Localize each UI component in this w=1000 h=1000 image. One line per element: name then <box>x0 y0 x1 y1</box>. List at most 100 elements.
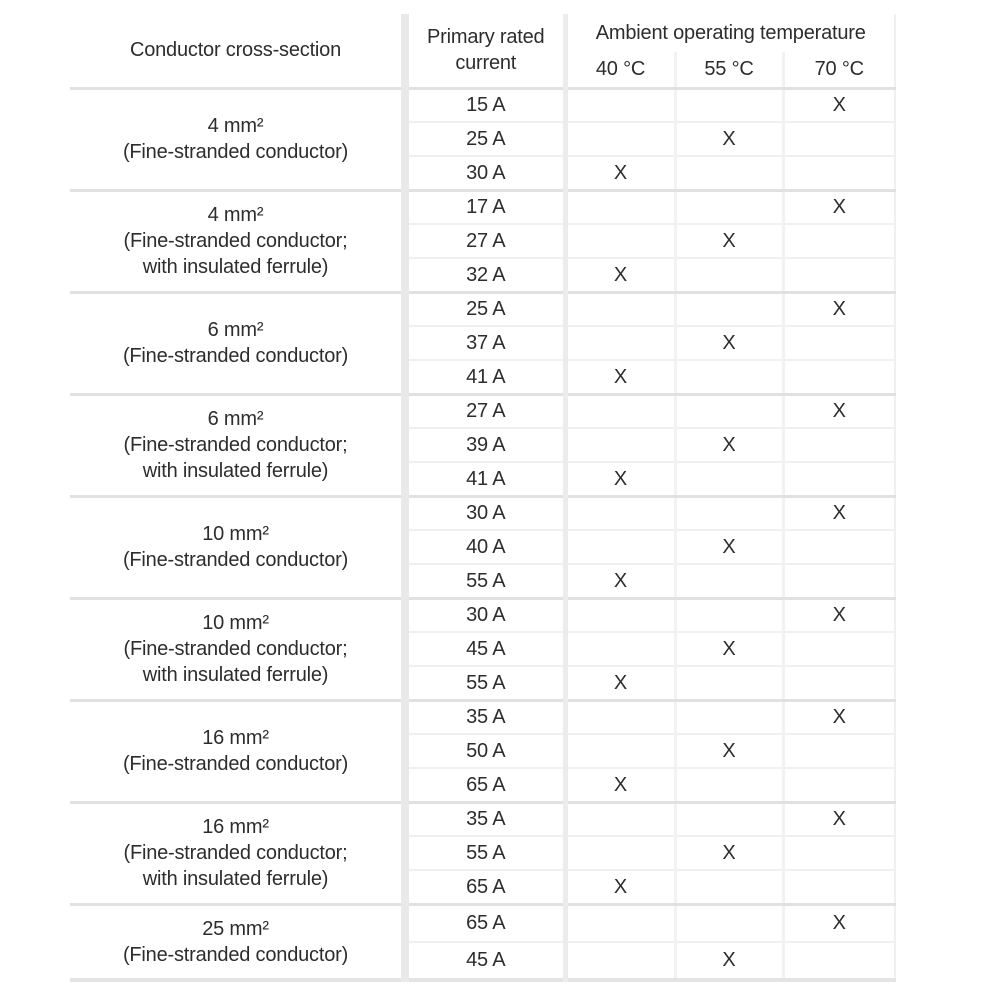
mark-cell-55c: X <box>675 122 785 157</box>
mark-cell-55c <box>675 564 785 600</box>
mark-cell-55c <box>675 496 785 531</box>
mark-cell-40c <box>565 292 677 327</box>
mark-cell-70c: X <box>783 700 896 735</box>
conductor-line: with insulated ferrule) <box>142 664 329 686</box>
conductor-line: (Fine-stranded conductor) <box>122 549 349 571</box>
mark-cell-55c <box>675 904 785 943</box>
mark-cell-70c <box>783 942 896 982</box>
mark-cell-55c <box>675 870 785 906</box>
mark-cell-40c <box>565 428 677 463</box>
conductor-cell: 6 mm² (Fine-stranded conductor) <box>70 292 409 396</box>
mark-cell-70c <box>783 564 896 600</box>
mark-cell-70c <box>783 122 896 157</box>
conductor-cell: 6 mm² (Fine-stranded conductor; with insul… <box>70 394 409 498</box>
header-primary-rated-current: Primary rated current <box>405 14 568 90</box>
mark-cell-40c <box>565 942 677 982</box>
conductor-line: 10 mm² <box>202 612 269 634</box>
mark-cell-70c: X <box>783 496 896 531</box>
table-row: 16 mm² (Fine-stranded conductor; with insu… <box>70 802 896 906</box>
mark-cell-55c: X <box>675 224 785 259</box>
current-cell: 39 A <box>405 428 568 463</box>
mark-cell-70c: X <box>783 88 896 123</box>
current-cell: 65 A <box>405 870 568 906</box>
mark-cell-40c <box>565 700 677 735</box>
current-cell: 41 A <box>405 360 568 396</box>
current-cell: 32 A <box>405 258 568 294</box>
table-row: 25 mm² (Fine-stranded conductor) 65 A X <box>70 904 896 982</box>
table-row: 6 mm² (Fine-stranded conductor; with insul… <box>70 394 896 498</box>
current-cell: 37 A <box>405 326 568 361</box>
header-conductor: Conductor cross-section <box>70 14 409 90</box>
mark-cell-70c <box>783 462 896 498</box>
conductor-line: 6 mm² <box>207 319 264 341</box>
conductor-line: (Fine-stranded conductor) <box>122 141 349 163</box>
mark-cell-40c: X <box>565 564 677 600</box>
mark-cell-55c: X <box>675 734 785 769</box>
conductor-line: with insulated ferrule) <box>142 868 329 890</box>
conductor-line: 10 mm² <box>202 523 269 545</box>
table-row: 6 mm² (Fine-stranded conductor) 25 A X <box>70 292 896 396</box>
conductor-line: (Fine-stranded conductor; <box>123 842 348 864</box>
mark-cell-40c <box>565 496 677 531</box>
conductor-line: 25 mm² <box>202 917 269 940</box>
current-cell: 30 A <box>405 598 568 633</box>
current-cell: 45 A <box>405 942 568 982</box>
current-cell: 41 A <box>405 462 568 498</box>
header-temp-70c: 70 °C <box>783 52 896 90</box>
mark-cell-55c <box>675 156 785 192</box>
mark-cell-70c: X <box>783 802 896 837</box>
mark-cell-40c <box>565 598 677 633</box>
current-cell: 40 A <box>405 530 568 565</box>
table-row: 16 mm² (Fine-stranded conductor) 35 A X <box>70 700 896 804</box>
current-cell: 35 A <box>405 700 568 735</box>
mark-cell-55c <box>675 462 785 498</box>
mark-cell-40c <box>565 734 677 769</box>
header-row-temps: 40 °C 55 °C 70 °C <box>70 52 896 90</box>
mark-cell-70c: X <box>783 190 896 225</box>
conductor-cell: 10 mm² (Fine-stranded conductor) <box>70 496 409 600</box>
mark-cell-70c <box>783 870 896 906</box>
mark-cell-40c <box>565 632 677 667</box>
conductor-line: 6 mm² <box>207 408 264 430</box>
conductor-line: 4 mm² <box>207 204 264 226</box>
current-cell: 55 A <box>405 564 568 600</box>
mark-cell-70c <box>783 632 896 667</box>
table-row: 4 mm² (Fine-stranded conductor; with insul… <box>70 190 896 294</box>
table-row: 10 mm² (Fine-stranded conductor; with insu… <box>70 598 896 702</box>
table-row: 40 A X <box>70 530 896 565</box>
mark-cell-55c: X <box>675 836 785 871</box>
mark-cell-40c: X <box>565 360 677 396</box>
conductor-line: (Fine-stranded conductor; <box>123 434 348 456</box>
mark-cell-40c: X <box>565 462 677 498</box>
table-row: 4 mm² (Fine-stranded conductor) 15 A X <box>70 88 896 192</box>
conductor-cell: 25 mm² (Fine-stranded conductor) <box>70 904 409 982</box>
header-row-main: Conductor cross-section Primary rated cu… <box>70 14 896 90</box>
current-cell: 15 A <box>405 88 568 123</box>
current-cell: 55 A <box>405 836 568 871</box>
current-cell: 27 A <box>405 394 568 429</box>
header-ambient-temperature: Ambient operating temperature <box>565 14 896 52</box>
mark-cell-55c: X <box>675 326 785 361</box>
mark-cell-70c <box>783 224 896 259</box>
mark-cell-55c <box>675 190 785 225</box>
conductor-line: (Fine-stranded conductor) <box>122 345 349 367</box>
mark-cell-70c <box>783 666 896 702</box>
mark-cell-55c <box>675 292 785 327</box>
current-cell: 27 A <box>405 224 568 259</box>
mark-cell-70c <box>783 768 896 804</box>
conductor-line: 16 mm² <box>202 727 269 749</box>
conductor-line: with insulated ferrule) <box>142 460 329 482</box>
mark-cell-70c: X <box>783 292 896 327</box>
mark-cell-40c <box>565 802 677 837</box>
table-row: 37 A X <box>70 326 896 361</box>
current-cell: 50 A <box>405 734 568 769</box>
conductor-line: (Fine-stranded conductor; <box>123 230 348 252</box>
mark-cell-40c <box>565 224 677 259</box>
